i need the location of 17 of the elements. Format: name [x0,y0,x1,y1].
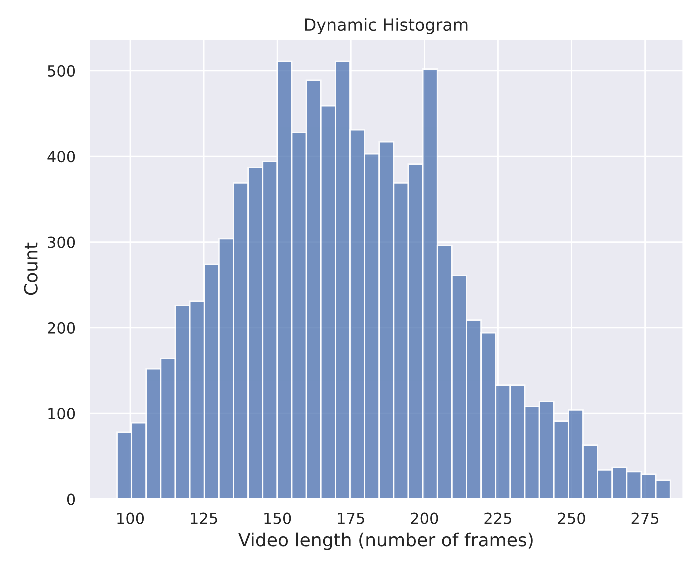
y-tick-label: 300 [48,236,76,248]
x-tick-label: 150 [264,512,292,524]
y-tick-label: 100 [48,408,76,420]
x-tick-label: 275 [632,512,659,524]
x-tick-label: 225 [484,512,512,524]
x-tick-label: 125 [191,512,218,524]
y-tick-label: 400 [48,151,76,163]
x-tick-label: 175 [338,512,364,524]
x-tick-label: 200 [411,512,438,524]
y-tick-label: 500 [48,65,76,77]
x-tick-label: 100 [118,512,144,524]
x-axis-title: Video length (number of frames) [238,532,533,550]
y-tick-label: 200 [48,322,76,334]
y-axis-title: Count [24,242,38,296]
chart-title: Dynamic Histogram [305,18,468,34]
y-tick-label: 0 [67,494,76,506]
x-tick-label: 250 [558,512,586,524]
